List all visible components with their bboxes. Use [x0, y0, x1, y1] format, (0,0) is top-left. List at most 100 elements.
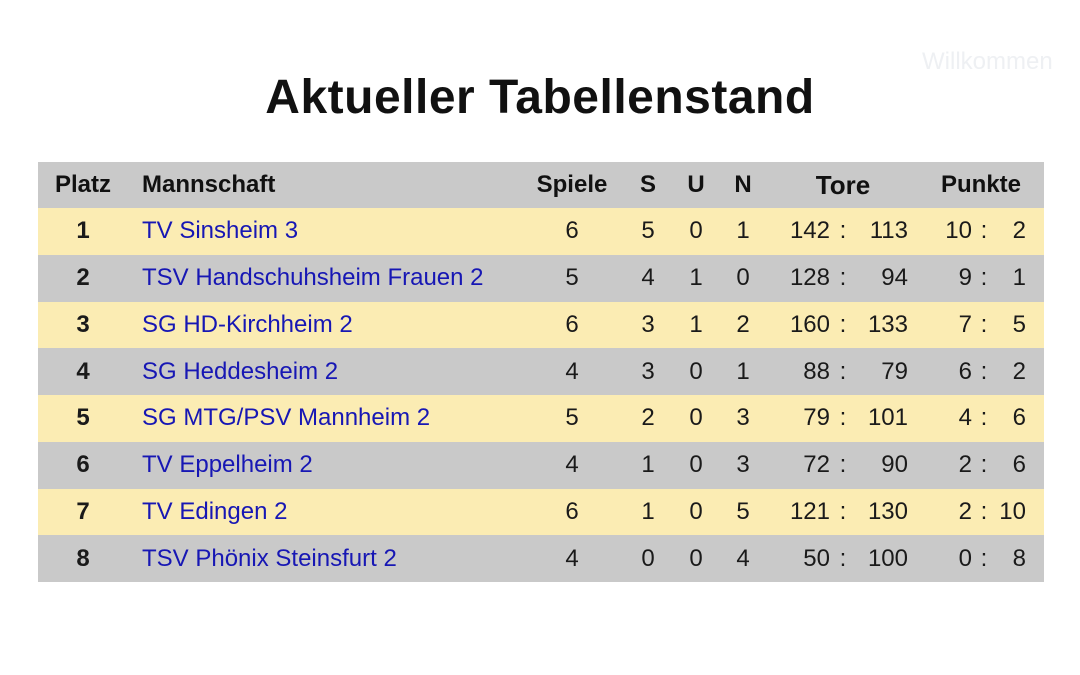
- punkte-plus: 2: [958, 451, 972, 479]
- tore-cell: 50:100: [778, 535, 908, 582]
- team-link[interactable]: SG Heddesheim 2: [142, 357, 339, 385]
- table-row: 4 SG Heddesheim 2 4 3 0 1 88:79 6:2: [38, 348, 1044, 395]
- punkte-minus: 2: [1012, 217, 1026, 245]
- platz-cell: 2: [76, 264, 90, 292]
- table-row: 7 TV Edingen 2 6 1 0 5 121:130 2:10: [38, 488, 1044, 536]
- watermark-text: Willkommen: [922, 48, 1053, 75]
- punkte-minus: 6: [1012, 451, 1026, 479]
- unentschieden-cell: 0: [689, 217, 703, 245]
- spiele-cell: 4: [565, 544, 579, 572]
- platz-cell: 7: [76, 497, 90, 525]
- header-punkte: Punkte: [940, 171, 1021, 198]
- header-u: U: [687, 171, 705, 198]
- unentschieden-cell: 0: [689, 451, 703, 479]
- punkte-minus: 5: [1012, 310, 1026, 338]
- punkte-cell: 2:6: [926, 442, 1036, 489]
- team-link[interactable]: SG MTG/PSV Mannheim 2: [142, 404, 431, 432]
- team-link[interactable]: TV Edingen 2: [142, 497, 288, 525]
- siege-cell: 4: [641, 264, 655, 292]
- team-link[interactable]: TV Sinsheim 3: [142, 217, 299, 245]
- niederlagen-cell: 1: [736, 217, 750, 245]
- punkte-plus: 6: [958, 357, 972, 385]
- tore-minus: 113: [869, 217, 908, 245]
- punkte-plus: 0: [958, 544, 972, 572]
- table-row: 5 SG MTG/PSV Mannheim 2 5 2 0 3 79:101 4:6: [38, 395, 1044, 442]
- platz-cell: 6: [76, 451, 90, 479]
- siege-cell: 2: [641, 404, 655, 432]
- punkte-cell: 6:2: [926, 348, 1036, 395]
- tore-minus: 100: [867, 544, 908, 572]
- punkte-cell: 2:10: [926, 489, 1036, 536]
- tore-cell: 79:101: [778, 395, 908, 442]
- team-link[interactable]: SG HD-Kirchheim 2: [142, 310, 353, 338]
- spiele-cell: 4: [565, 451, 579, 479]
- table-row: 1 TV Sinsheim 3 6 5 0 1 142:113 10:2: [38, 208, 1044, 255]
- punkte-separator: :: [980, 310, 988, 338]
- niederlagen-cell: 2: [736, 310, 750, 338]
- niederlagen-cell: 0: [736, 264, 750, 292]
- niederlagen-cell: 3: [736, 404, 750, 432]
- spiele-cell: 5: [565, 404, 579, 432]
- niederlagen-cell: 1: [736, 357, 750, 385]
- header-s: S: [639, 171, 656, 198]
- page-title: Aktueller Tabellenstand: [265, 71, 815, 124]
- tore-separator: :: [839, 544, 847, 572]
- header-mannschaft: Mannschaft: [142, 171, 276, 198]
- punkte-cell: 7:5: [926, 302, 1036, 349]
- tore-separator: :: [839, 497, 847, 525]
- tore-minus: 90: [881, 451, 908, 479]
- tore-plus: 128: [789, 264, 830, 292]
- tore-minus: 94: [881, 264, 908, 292]
- team-link[interactable]: TV Eppelheim 2: [142, 451, 313, 479]
- tore-minus: 130: [867, 497, 908, 525]
- header-tore: Tore: [815, 169, 871, 200]
- tore-cell: 88: 79: [778, 348, 908, 395]
- table-row: 6 TV Eppelheim 2 4 1 0 3 72:90 2:6: [38, 441, 1044, 489]
- punkte-cell: 0:8: [926, 535, 1036, 582]
- punkte-minus: 1: [1012, 264, 1026, 292]
- siege-cell: 0: [641, 544, 655, 572]
- tore-minus: 101: [867, 404, 908, 432]
- tore-cell: 142:113: [778, 208, 908, 255]
- tore-minus: 79: [881, 357, 908, 385]
- spiele-cell: 4: [565, 357, 579, 385]
- team-link[interactable]: TSV Handschuhsheim Frauen 2: [142, 264, 484, 292]
- unentschieden-cell: 0: [689, 404, 703, 432]
- niederlagen-cell: 5: [736, 497, 750, 525]
- unentschieden-cell: 0: [689, 357, 703, 385]
- punkte-plus: 10: [945, 217, 972, 245]
- tore-separator: :: [839, 451, 847, 479]
- niederlagen-cell: 4: [736, 544, 750, 572]
- table-body: 1 TV Sinsheim 3 6 5 0 1 142:113 10:2 2 TSV Handsc…: [38, 208, 1044, 582]
- tore-plus: 50: [803, 544, 830, 572]
- punkte-plus: 7: [958, 310, 972, 338]
- tore-separator: :: [839, 217, 847, 245]
- spiele-cell: 6: [565, 217, 579, 245]
- platz-cell: 3: [76, 310, 90, 338]
- punkte-separator: :: [980, 264, 988, 292]
- tore-cell: 121:130: [778, 489, 908, 536]
- punkte-plus: 4: [958, 404, 972, 432]
- punkte-plus: 2: [958, 497, 972, 525]
- platz-cell: 8: [76, 544, 90, 572]
- spiele-cell: 6: [565, 310, 579, 338]
- table-row: 3 SG HD-Kirchheim 2 6 3 1 2 160:133 7:5: [38, 301, 1044, 349]
- punkte-separator: :: [980, 404, 988, 432]
- punkte-cell: 4:6: [926, 395, 1036, 442]
- punkte-cell: 10:2: [926, 208, 1036, 255]
- punkte-separator: :: [980, 497, 988, 525]
- table-row: 8 TSV Phönix Steinsfurt 2 4 0 0 4 50:100 0:8: [38, 535, 1044, 582]
- punkte-cell: 9:1: [926, 255, 1036, 302]
- punkte-separator: :: [980, 357, 988, 385]
- header-n: N: [734, 171, 752, 198]
- tore-plus: 160: [789, 310, 830, 338]
- tore-plus: 88: [803, 357, 830, 385]
- team-link[interactable]: TSV Phönix Steinsfurt 2: [142, 544, 397, 572]
- punkte-separator: :: [980, 217, 988, 245]
- tore-separator: :: [839, 404, 847, 432]
- punkte-minus: 10: [999, 497, 1026, 525]
- unentschieden-cell: 1: [689, 310, 703, 338]
- header-spiele: Spiele: [536, 171, 608, 198]
- punkte-minus: 8: [1012, 544, 1026, 572]
- tore-separator: :: [839, 357, 847, 385]
